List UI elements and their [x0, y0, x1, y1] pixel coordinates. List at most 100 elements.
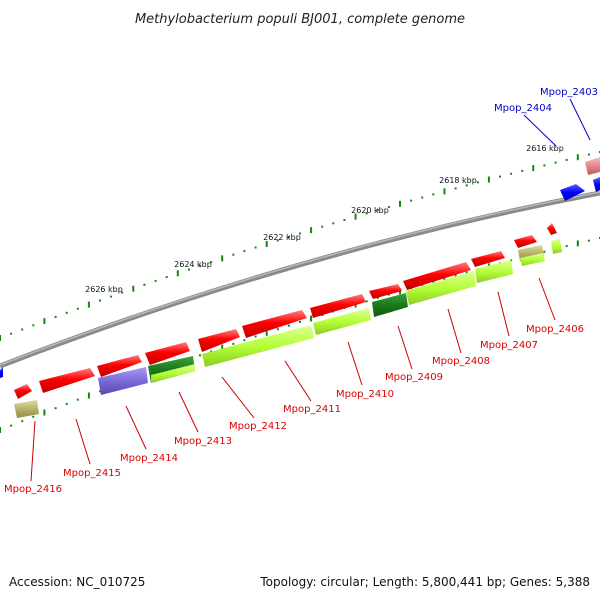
upper-tick-mark	[232, 253, 235, 256]
upper-tick-mark	[187, 268, 190, 271]
upper-tick-mark	[565, 158, 568, 161]
gene-arrow-mpop-2408[interactable]	[403, 262, 471, 290]
lower-tick-mark	[265, 329, 268, 336]
lower-tick-mark	[210, 350, 213, 353]
kbp-label-2626: 2626 kbp	[85, 285, 123, 294]
upper-tick-mark	[243, 250, 246, 253]
upper-tick-mark	[365, 212, 368, 215]
upper-tick-mark	[10, 332, 13, 335]
upper-tick-mark	[143, 283, 146, 286]
gene-arrow-mpop-2416[interactable]	[14, 384, 32, 399]
gene-label-mpop-2410[interactable]: Mpop_2410	[336, 389, 394, 400]
lower-tick-mark	[287, 324, 290, 327]
lower-tick-mark	[276, 328, 279, 331]
gene-arrow-pink[interactable]	[585, 157, 600, 175]
lower-tick-mark	[76, 398, 79, 401]
gene-arrow-mpop-2415[interactable]	[39, 368, 95, 393]
gene-arrow-mpop-2412[interactable]	[198, 329, 240, 352]
cog-block-tan-1	[14, 400, 39, 418]
leader-mpop-2411	[284, 360, 312, 402]
lower-tick-mark	[376, 296, 379, 299]
gene-label-mpop-2416[interactable]: Mpop_2416	[4, 484, 62, 495]
map-title: Methylobacterium populi BJ001, complete …	[135, 12, 465, 27]
cog-block-light-green-1	[151, 364, 195, 383]
upper-tick-mark	[87, 301, 90, 308]
upper-tick-mark	[321, 225, 324, 228]
lower-tick-mark	[443, 275, 446, 282]
upper-tick-mark	[287, 236, 290, 238]
upper-tick-mark	[454, 187, 457, 190]
gene-arrow-mpop-2404[interactable]	[560, 184, 585, 201]
upper-tick-mark	[121, 291, 124, 294]
gene-arrow-mpop-2409[interactable]	[369, 284, 402, 299]
gene-label-mpop-2415[interactable]: Mpop_2415	[63, 468, 121, 479]
gene-arrow-mpop-2411[interactable]	[242, 310, 307, 338]
kbp-label-2620: 2620 kbp	[351, 206, 389, 215]
lower-tick-mark	[454, 274, 457, 277]
lower-tick-mark	[510, 259, 513, 262]
lower-tick-mark	[310, 315, 313, 322]
lower-tick-mark	[543, 250, 546, 253]
gene-arrow-small-red[interactable]	[547, 223, 557, 235]
gene-arrow-mpop-2413[interactable]	[145, 342, 190, 365]
upper-tick-mark	[54, 315, 57, 318]
lower-tick-mark	[243, 339, 246, 342]
gene-labels: Mpop_2403 Mpop_2404 Mpop_2406 Mpop_2407 …	[4, 87, 598, 495]
gene-label-mpop-2407[interactable]: Mpop_2407	[480, 340, 538, 351]
upper-tick-mark	[332, 222, 335, 225]
lower-tick-mark	[10, 424, 13, 427]
leader-mpop-2413	[178, 391, 199, 433]
gene-label-mpop-2408[interactable]: Mpop_2408	[432, 356, 490, 367]
lower-tick-mark	[65, 402, 68, 405]
upper-tick-mark	[276, 239, 279, 242]
gene-arrow-mpop-2406[interactable]	[514, 235, 537, 248]
lower-tick-mark	[587, 239, 590, 242]
lower-tick-mark	[565, 245, 568, 248]
lower-tick-mark	[0, 427, 1, 433]
gene-arrow-mpop-2403[interactable]	[593, 177, 600, 192]
gene-label-mpop-2413[interactable]: Mpop_2413	[174, 436, 232, 447]
upper-tick-mark	[265, 241, 268, 247]
lower-tick-mark	[576, 240, 579, 247]
gene-label-mpop-2406[interactable]: Mpop_2406	[526, 324, 584, 335]
cog-block-dark-green-2	[372, 293, 408, 317]
kbp-label-2618: 2618 kbp	[439, 176, 477, 185]
upper-tick-mark	[432, 193, 435, 196]
reverse-cds-track	[0, 177, 600, 378]
cog-block-purple	[98, 367, 148, 395]
gene-arrow-mpop-2414[interactable]	[97, 355, 142, 377]
upper-tick-mark	[499, 175, 501, 178]
upper-tick-mark	[376, 209, 379, 212]
gene-label-mpop-2404[interactable]: Mpop_2404	[494, 103, 552, 114]
gene-label-mpop-2411[interactable]: Mpop_2411	[283, 404, 341, 415]
upper-tick-mark	[465, 184, 468, 187]
leader-mpop-2403	[569, 98, 591, 141]
upper-tick-mark	[576, 154, 579, 161]
upper-tick-mark	[210, 261, 213, 264]
leader-mpop-2406	[538, 277, 556, 321]
upper-tick-mark	[176, 270, 179, 277]
genome-backbone	[0, 190, 600, 369]
gene-label-mpop-2414[interactable]: Mpop_2414	[120, 453, 178, 464]
upper-tick-mark	[410, 199, 413, 202]
leader-mpop-2412	[221, 376, 255, 419]
gene-arrow-mpop-2410[interactable]	[310, 294, 366, 318]
gene-label-mpop-2409[interactable]: Mpop_2409	[385, 372, 443, 383]
gene-arrow-left-blue[interactable]	[0, 367, 3, 378]
lower-tick-mark	[99, 390, 101, 393]
lower-tick-mark	[365, 300, 368, 303]
upper-tick-mark	[310, 227, 313, 234]
lower-tick-mark	[87, 392, 90, 399]
upper-tick-mark	[532, 165, 535, 172]
upper-tick-mark	[554, 161, 557, 164]
gene-arrow-mpop-2407[interactable]	[471, 251, 505, 267]
gene-label-mpop-2412[interactable]: Mpop_2412	[229, 421, 287, 432]
upper-tick-mark	[154, 279, 157, 282]
upper-tick-mark	[343, 219, 346, 221]
lower-tick-mark	[54, 407, 57, 410]
gene-label-mpop-2403[interactable]: Mpop_2403	[540, 87, 598, 98]
upper-tick-mark	[587, 153, 590, 156]
leader-mpop-2415	[75, 418, 91, 465]
